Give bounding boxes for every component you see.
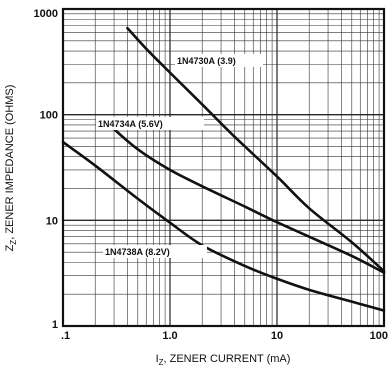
series-line-2 bbox=[61, 140, 386, 312]
x-axis-label: IZ, ZENER CURRENT (mA) bbox=[156, 353, 291, 367]
series-label-1n4730a: 1N4730A (3.9) bbox=[177, 56, 236, 66]
curves bbox=[61, 26, 386, 312]
x-tick-label: .1 bbox=[61, 330, 70, 342]
x-tick-label: 100 bbox=[370, 330, 388, 342]
plot-frame bbox=[61, 7, 386, 328]
y-tick-label: 1 bbox=[52, 319, 58, 331]
y-axis-label: ZZ, ZENER IMPEDANCE (OHMS) bbox=[4, 85, 18, 252]
series-label-1n4734a: 1N4734A (5.6V) bbox=[98, 119, 163, 129]
series-line-0 bbox=[126, 26, 386, 273]
x-tick-label: 1.0 bbox=[162, 330, 177, 342]
series-label-1n4738a: 1N4738A (8.2V) bbox=[105, 247, 170, 257]
series-line-1 bbox=[112, 127, 386, 274]
x-tick-label: 10 bbox=[271, 330, 283, 342]
y-tick-label: 10 bbox=[46, 215, 58, 227]
curve-labels: 1N4730A (3.9) 1N4734A (5.6V) 1N4738A (8.… bbox=[96, 54, 263, 258]
y-tick-label: 1000 bbox=[34, 8, 58, 20]
tick-labels: .1 1.0 10 100 1 10 100 1000 bbox=[34, 8, 388, 342]
y-tick-label: 100 bbox=[40, 110, 58, 122]
